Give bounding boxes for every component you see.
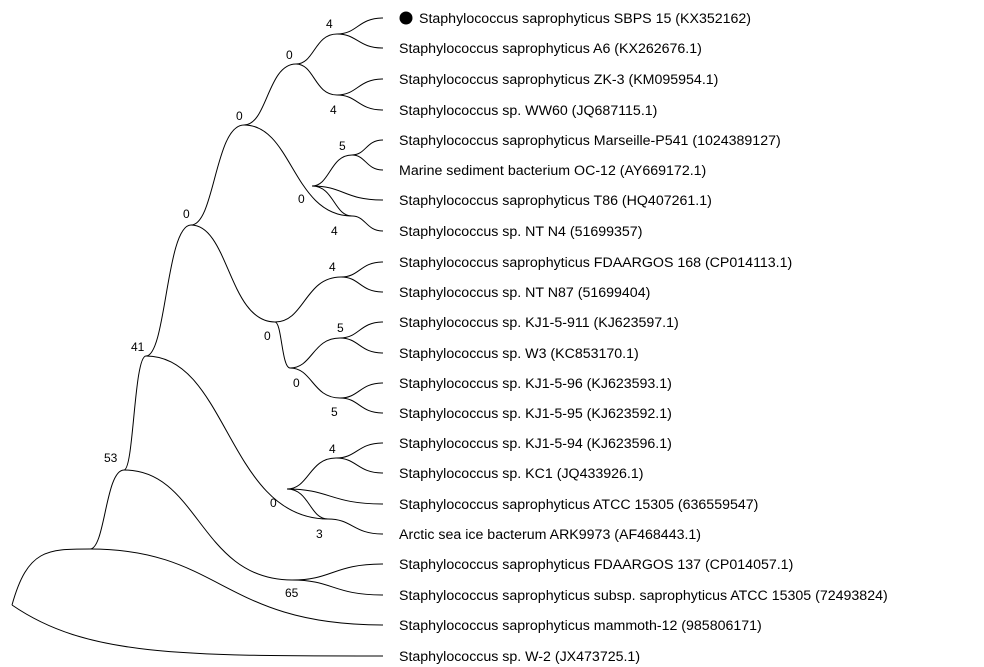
tree-branch bbox=[89, 548, 384, 626]
tree-branch bbox=[243, 63, 297, 126]
support-value: 4 bbox=[326, 17, 333, 31]
support-value: 0 bbox=[293, 376, 300, 390]
tree-branch bbox=[123, 469, 293, 581]
tree-branch bbox=[123, 355, 147, 471]
tree-branch bbox=[336, 33, 384, 49]
tree-branch bbox=[289, 367, 341, 399]
tree-branch bbox=[351, 139, 384, 156]
tree-branch bbox=[291, 579, 384, 596]
tree-branch bbox=[145, 355, 329, 520]
tree-branch bbox=[339, 321, 384, 339]
tree-branch bbox=[311, 185, 353, 217]
tree-branch bbox=[190, 224, 276, 323]
leaf-labels: Staphylococcus saprophyticus SBPS 15 (KX… bbox=[399, 11, 888, 665]
tree-branch bbox=[339, 337, 384, 354]
support-value: 4 bbox=[330, 103, 337, 117]
leaf-label: Staphylococcus saprophyticus FDAARGOS 13… bbox=[399, 557, 793, 573]
leaf-label: Staphylococcus sp. W-2 (JX473725.1) bbox=[399, 649, 640, 665]
tree-branch bbox=[243, 124, 353, 217]
leaf-label: Staphylococcus saprophyticus T86 (HQ4072… bbox=[399, 193, 712, 209]
tree-branch bbox=[11, 604, 384, 657]
tree-branch bbox=[286, 488, 329, 520]
leaf-label: Marine sediment bacterium OC-12 (AY66917… bbox=[399, 163, 706, 179]
leaf-label: Arctic sea ice bacterum ARK9973 (AF46844… bbox=[399, 527, 701, 543]
tree-branch bbox=[339, 397, 384, 414]
tree-branch bbox=[89, 469, 125, 550]
leaf-label: Staphylococcus saprophyticus A6 (KX26267… bbox=[399, 41, 702, 57]
support-value: 4 bbox=[331, 224, 338, 238]
tree-branch bbox=[340, 276, 384, 293]
support-value: 41 bbox=[131, 340, 145, 354]
tree-branch bbox=[286, 488, 384, 505]
query-sequence-marker-icon bbox=[399, 11, 413, 25]
tree-branch bbox=[335, 457, 384, 474]
leaf-label: Staphylococcus saprophyticus ATCC 15305 … bbox=[399, 497, 758, 513]
support-value: 0 bbox=[298, 192, 305, 206]
support-value: 0 bbox=[270, 496, 277, 510]
tree-branch bbox=[351, 154, 384, 171]
leaf-label: Staphylococcus sp. KJ1-5-94 (KJ623596.1) bbox=[399, 436, 672, 452]
support-value: 5 bbox=[337, 321, 344, 335]
leaf-label: Staphylococcus saprophyticus ZK-3 (KM095… bbox=[399, 72, 718, 88]
leaf-label: Staphylococcus saprophyticus FDAARGOS 16… bbox=[399, 255, 792, 271]
tree-branch bbox=[351, 215, 384, 232]
support-value: 4 bbox=[329, 260, 336, 274]
leaf-label: Staphylococcus sp. WW60 (JQ687115.1) bbox=[399, 103, 657, 119]
tree-branch bbox=[336, 17, 384, 35]
tree-branch bbox=[339, 382, 384, 399]
tree-branch bbox=[289, 337, 341, 369]
tree-branch bbox=[145, 224, 192, 357]
support-value: 53 bbox=[104, 451, 118, 465]
leaf-label: Staphylococcus saprophyticus subsp. sapr… bbox=[399, 588, 888, 604]
support-value: 4 bbox=[329, 442, 336, 456]
leaf-label: Staphylococcus sp. KJ1-5-95 (KJ623592.1) bbox=[399, 406, 672, 422]
leaf-label: Staphylococcus sp. KJ1-5-911 (KJ623597.1… bbox=[399, 315, 679, 331]
leaf-label: Staphylococcus saprophyticus Marseille-P… bbox=[399, 133, 781, 149]
tree-branch bbox=[340, 261, 384, 278]
tree-branches bbox=[11, 17, 384, 657]
tree-branch bbox=[327, 518, 384, 535]
tree-branch bbox=[311, 154, 353, 187]
support-value: 3 bbox=[316, 527, 323, 541]
tree-branch bbox=[295, 33, 338, 65]
leaf-label: Staphylococcus sp. W3 (KC853170.1) bbox=[399, 346, 639, 362]
support-value: 5 bbox=[339, 139, 346, 153]
leaf-label: Staphylococcus sp. NT N87 (51699404) bbox=[399, 285, 650, 301]
leaf-label: Staphylococcus sp. KJ1-5-96 (KJ623593.1) bbox=[399, 376, 672, 392]
support-values: 4 0 4 0 5 0 4 0 4 0 5 0 5 41 4 0 3 53 65 bbox=[104, 17, 346, 600]
tree-branch bbox=[11, 548, 91, 606]
tree-branch bbox=[286, 457, 337, 490]
leaf-label: Staphylococcus saprophyticus mammoth-12 … bbox=[399, 618, 762, 634]
tree-branch bbox=[311, 185, 384, 201]
tree-branch bbox=[190, 124, 245, 226]
tree-branch bbox=[291, 563, 384, 581]
tree-branch bbox=[295, 63, 338, 96]
support-value: 0 bbox=[264, 329, 271, 343]
leaf-label: Staphylococcus saprophyticus SBPS 15 (KX… bbox=[419, 11, 751, 27]
support-value: 5 bbox=[331, 405, 338, 419]
support-value: 65 bbox=[285, 586, 299, 600]
support-value: 0 bbox=[236, 109, 243, 123]
leaf-label: Staphylococcus sp. NT N4 (51699357) bbox=[399, 224, 642, 240]
tree-branch bbox=[274, 276, 342, 323]
tree-branch bbox=[335, 442, 384, 459]
tree-branch bbox=[274, 321, 291, 369]
support-value: 0 bbox=[286, 48, 293, 62]
tree-branch bbox=[336, 78, 384, 96]
leaf-label: Staphylococcus sp. KC1 (JQ433926.1) bbox=[399, 466, 643, 482]
tree-branch bbox=[336, 94, 384, 111]
support-value: 0 bbox=[183, 207, 190, 221]
